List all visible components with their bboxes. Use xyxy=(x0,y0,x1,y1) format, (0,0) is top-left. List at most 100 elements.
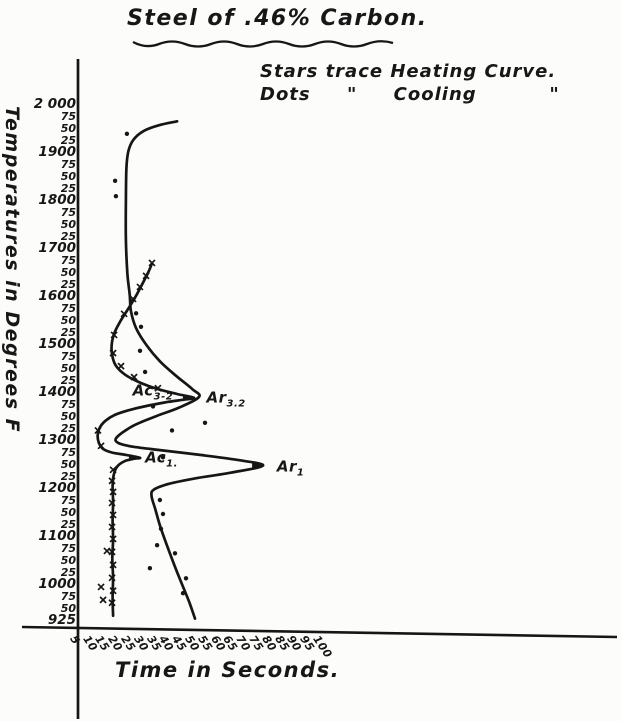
arrest-arrowhead xyxy=(128,454,140,462)
heating-star-marker xyxy=(136,283,144,291)
y-tick-label: 50 xyxy=(60,266,76,279)
cooling-dot-marker xyxy=(158,526,164,531)
y-tick-label: 50 xyxy=(60,218,76,231)
y-tick-label: 75 xyxy=(60,206,76,219)
heating-star-marker xyxy=(99,596,107,604)
y-tick-label: 75 xyxy=(60,398,76,411)
heating-star-marker xyxy=(108,599,116,607)
heating-star-marker xyxy=(130,373,138,381)
x-axis-title: Time in Seconds. xyxy=(115,658,341,682)
y-tick-label: 75 xyxy=(60,446,76,459)
cooling-dot-marker xyxy=(138,324,144,329)
y-tick-label: 50 xyxy=(60,122,76,135)
y-tick-label: 1600 xyxy=(38,288,76,304)
cooling-dot-marker xyxy=(142,369,148,375)
annotation-Ar1: Ar1 xyxy=(276,457,305,479)
heating-star-marker xyxy=(108,574,116,582)
y-tick-label: 1400 xyxy=(38,384,76,400)
y-tick-label: 925 xyxy=(47,612,76,628)
y-tick-label: 25 xyxy=(60,566,76,579)
heating-star-marker xyxy=(108,499,116,507)
cooling-curve xyxy=(114,119,265,620)
heating-star-marker xyxy=(97,442,105,450)
legend-heating-note: Stars trace Heating Curve. xyxy=(260,61,557,82)
chart-title: Steel of .46% Carbon. xyxy=(127,6,428,31)
y-tick-label: 75 xyxy=(60,350,76,363)
y-tick-label: 25 xyxy=(60,422,76,435)
heating-star-marker xyxy=(109,349,117,357)
arrest-arrowhead xyxy=(182,394,194,402)
heating-star-marker xyxy=(103,547,111,555)
y-tick-label: 25 xyxy=(60,278,76,291)
heating-star-marker xyxy=(148,259,156,267)
annotation-Ar3-2: Ar3.2 xyxy=(206,388,246,410)
y-tick-label: 75 xyxy=(60,590,76,603)
y-axis-title: Temperatures in Degrees F xyxy=(1,106,23,434)
y-tick-label: 25 xyxy=(60,182,76,195)
annotation-Ac1: Ac1. xyxy=(145,448,178,470)
heating-star-marker xyxy=(109,488,117,496)
cooling-dot-marker xyxy=(147,566,153,571)
cooling-dot-marker xyxy=(112,178,118,183)
y-tick-label: 50 xyxy=(60,314,76,327)
x-axis-line xyxy=(21,625,618,639)
y-tick-label: 50 xyxy=(60,506,76,519)
y-tick-label: 1000 xyxy=(38,576,76,592)
heating-star-marker xyxy=(117,362,125,370)
y-tick-label: 75 xyxy=(60,494,76,507)
y-tick-label: 50 xyxy=(60,602,76,615)
cooling-dot-marker xyxy=(180,591,186,596)
heating-star-marker xyxy=(142,272,150,280)
arrest-arrowhead xyxy=(252,462,264,469)
heating-star-marker xyxy=(109,535,117,543)
y-tick-label: 25 xyxy=(60,518,76,531)
y-tick-label: 50 xyxy=(60,410,76,423)
heating-star-marker xyxy=(108,477,116,485)
cooling-dot-marker xyxy=(202,420,208,425)
cooling-dot-marker xyxy=(124,131,130,136)
cooling-dot-marker xyxy=(113,194,119,199)
heating-curve xyxy=(96,262,196,618)
y-tick-label: 75 xyxy=(60,254,76,267)
cooling-dot-marker xyxy=(157,497,163,503)
heating-star-marker xyxy=(108,548,116,556)
y-tick-label: 1500 xyxy=(38,336,76,352)
y-tick-label: 50 xyxy=(60,554,76,567)
cooling-dot-marker xyxy=(183,576,189,581)
y-tick-label: 1900 xyxy=(38,144,76,160)
heating-star-marker xyxy=(108,523,116,531)
heating-star-marker xyxy=(109,587,117,595)
heating-star-marker xyxy=(94,426,102,435)
cooling-dot-marker xyxy=(137,348,143,353)
y-tick-label: 2 000 xyxy=(33,96,76,112)
legend-cooling-note: Dots " Cooling " xyxy=(260,84,560,105)
heating-star-marker xyxy=(129,295,137,303)
y-tick-label: 75 xyxy=(60,158,76,171)
heating-star-marker xyxy=(110,331,118,339)
heating-star-marker xyxy=(109,511,117,519)
y-tick-label: 1700 xyxy=(38,240,76,256)
y-tick-label: 25 xyxy=(60,326,76,339)
cooling-dot-marker xyxy=(169,428,175,433)
cooling-dot-marker xyxy=(172,551,178,556)
heating-star-marker xyxy=(109,561,117,569)
y-tick-label: 50 xyxy=(60,170,76,183)
cooling-dot-marker xyxy=(133,311,139,316)
heating-star-marker xyxy=(154,384,162,392)
cooling-dot-marker xyxy=(160,511,166,517)
title-wavy-underline xyxy=(132,40,394,48)
y-tick-label: 50 xyxy=(60,458,76,471)
y-tick-label: 75 xyxy=(60,302,76,315)
y-tick-label: 50 xyxy=(60,362,76,375)
y-tick-label: 75 xyxy=(60,110,76,123)
cooling-dot-marker xyxy=(154,543,160,548)
y-tick-label: 1300 xyxy=(38,432,76,448)
y-tick-label: 25 xyxy=(60,230,76,243)
cooling-dot-marker xyxy=(160,455,166,460)
y-tick-label: 25 xyxy=(60,134,76,147)
y-tick-label: 25 xyxy=(60,374,76,387)
cooling-dot-marker xyxy=(150,404,156,409)
y-tick-label: 1800 xyxy=(38,192,76,208)
